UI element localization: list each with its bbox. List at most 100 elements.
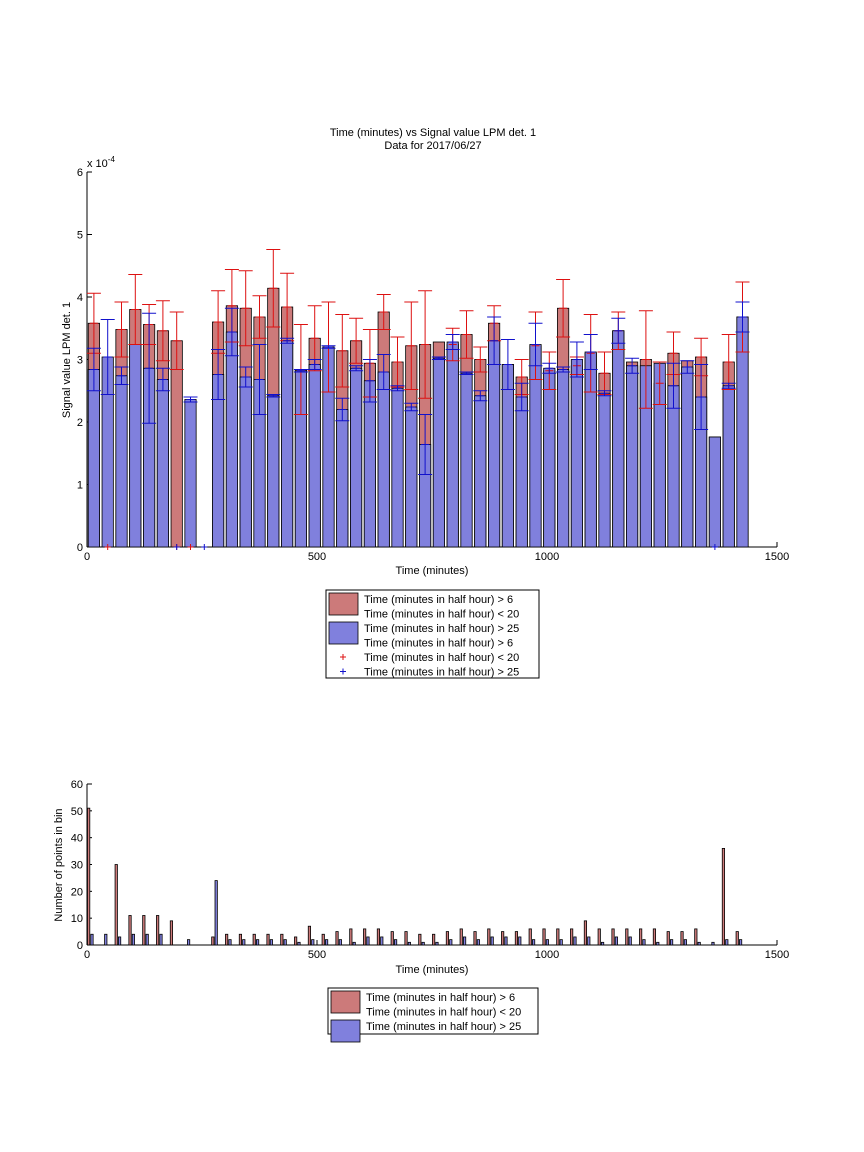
bar-blue	[377, 371, 390, 548]
count-bar-blue	[131, 933, 135, 946]
y-tick-label: 40	[71, 833, 83, 845]
legend-label: Time (minutes in half hour) > 6	[366, 992, 515, 1004]
count-bar-blue	[352, 941, 356, 946]
legend-label: Time (minutes in half hour) > 25	[364, 667, 519, 679]
count-bar-blue	[587, 936, 591, 946]
bar-blue	[570, 359, 583, 548]
legend-label: Time (minutes in half hour) > 25	[366, 1021, 521, 1033]
x-tick-label: 0	[84, 949, 90, 961]
bar-blue	[446, 341, 459, 548]
count-bar-red	[142, 915, 146, 946]
count-bar-blue	[559, 939, 563, 946]
count-bar-blue	[159, 933, 163, 946]
count-bar-red	[349, 928, 353, 946]
count-bar-red	[542, 928, 546, 946]
count-bar-blue	[504, 936, 508, 946]
count-bar-blue	[325, 939, 329, 946]
count-bar-red	[87, 807, 91, 946]
bar-blue	[87, 369, 100, 548]
count-bar-red	[556, 928, 560, 946]
count-bar-blue	[394, 939, 398, 946]
bar-blue	[239, 376, 252, 548]
count-bar-red	[225, 933, 229, 946]
count-bar-blue	[407, 941, 411, 946]
bar-blue	[667, 385, 680, 548]
count-bar-blue	[463, 936, 467, 946]
bar-blue	[225, 331, 238, 548]
bar-blue	[460, 372, 473, 548]
x-tick-label: 1500	[765, 949, 789, 961]
y-tick-label: 3	[77, 355, 83, 367]
count-bar-blue	[90, 933, 94, 946]
bottom-chart: 0 500 1000 1500 0 10 20 30 40 50 60	[71, 779, 789, 961]
count-bar-red	[625, 928, 629, 946]
count-bar-red	[169, 920, 174, 946]
bar-blue	[515, 396, 528, 548]
bar-blue	[405, 406, 418, 548]
bar-blue	[363, 380, 376, 548]
count-bar-red	[335, 931, 339, 946]
x-tick-label: 1500	[765, 551, 789, 563]
bar-blue	[432, 357, 445, 548]
x-tick-label: 1000	[535, 949, 559, 961]
count-bar-red	[473, 931, 477, 946]
count-bar-red	[266, 933, 270, 946]
x-tick-label: 0	[84, 551, 90, 563]
bar-blue	[501, 364, 514, 548]
count-bar-blue	[601, 941, 605, 946]
legend-label: Time (minutes in half hour) < 20	[364, 652, 519, 664]
top-ylabel: Signal value LPM det. 1	[61, 302, 73, 418]
count-bar-blue	[435, 941, 439, 946]
count-bar-red	[597, 928, 601, 946]
legend-label: Time (minutes in half hour) > 25	[364, 623, 519, 635]
chart-title: Time (minutes) vs Signal value LPM det. …	[330, 127, 536, 139]
y-tick-label: 0	[77, 542, 83, 554]
count-bar-blue	[118, 936, 122, 946]
count-bar-red	[639, 928, 643, 946]
bar-blue	[543, 367, 556, 548]
legend-label: Time (minutes in half hour) > 6	[364, 638, 513, 650]
count-bar-red	[321, 933, 325, 946]
legend-box	[325, 589, 540, 679]
count-bar-blue	[421, 941, 425, 946]
bar-blue	[474, 395, 487, 548]
count-bar-red	[280, 933, 284, 946]
count-bar-red	[666, 931, 670, 946]
count-bar-blue	[532, 939, 536, 946]
count-bar-blue	[656, 941, 660, 946]
count-bar-red	[432, 933, 436, 946]
count-bar-blue	[518, 936, 522, 946]
y-tick-label: 20	[71, 886, 83, 898]
count-bar-blue	[104, 933, 108, 946]
count-bar-blue	[283, 939, 287, 946]
count-bar-red	[376, 928, 381, 946]
count-bar-red	[570, 928, 574, 946]
legend-swatch-red	[328, 592, 359, 616]
count-bar-blue	[642, 939, 646, 946]
count-bar-blue	[670, 939, 674, 946]
bar-blue	[598, 392, 611, 548]
bar-blue	[281, 340, 294, 548]
legend-box	[327, 987, 539, 1035]
bottom-xlabel: Time (minutes)	[396, 964, 469, 976]
count-bar-blue	[628, 936, 632, 946]
chart-subtitle: Data for 2017/06/27	[384, 140, 481, 152]
bar-blue	[156, 379, 169, 548]
bottom-legend: Time (minutes in half hour) > 6 Time (min…	[327, 987, 539, 1043]
top-chart: 0 500 1000 1500 0 1 2 3 4 5 6	[77, 167, 789, 563]
count-bar-blue	[545, 939, 549, 946]
count-bar-red	[487, 928, 491, 946]
count-bar-red	[583, 920, 588, 946]
x-tick-label: 1000	[535, 551, 559, 563]
bar-blue	[708, 436, 721, 548]
count-bar-blue	[739, 939, 743, 946]
count-bar-blue	[297, 941, 301, 946]
x-tick-label: 500	[308, 949, 326, 961]
count-bar-red	[307, 925, 312, 946]
count-bar-blue	[614, 936, 618, 946]
count-bar-red	[514, 931, 519, 946]
count-bar-blue	[697, 941, 701, 946]
count-bar-blue	[490, 936, 494, 946]
top-legend: Time (minutes in half hour) > 6 Time (min…	[325, 589, 540, 679]
x-tick-label: 500	[308, 551, 326, 563]
